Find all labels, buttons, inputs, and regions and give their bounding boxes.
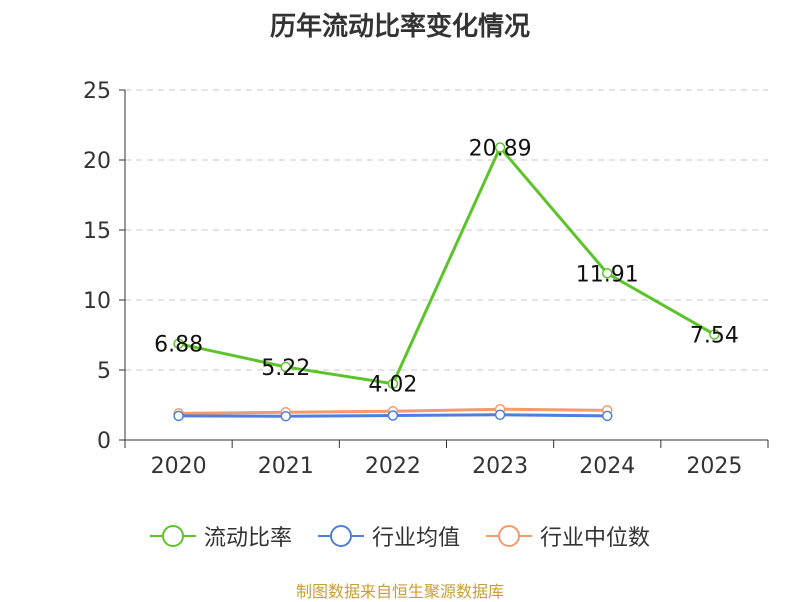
data-point-0-2021 bbox=[280, 361, 291, 373]
data-point-0-2022 bbox=[387, 378, 399, 389]
data-label-0-2022: 4.02 bbox=[368, 373, 417, 398]
data-label-0-2023: 20.89 bbox=[469, 137, 532, 162]
data-point-1-2023 bbox=[494, 409, 506, 421]
data-label-0-2025: 7.54 bbox=[690, 323, 739, 348]
legend-item-industry-median[interactable]: 行业中位数 bbox=[486, 520, 650, 552]
data-point-1-2022 bbox=[387, 410, 399, 421]
legend-label-current-ratio: 流动比率 bbox=[203, 526, 292, 551]
data-point-1-2021 bbox=[280, 410, 291, 422]
x-tick-label-2022: 2022 bbox=[365, 454, 421, 479]
x-tick-label-2025: 2025 bbox=[686, 454, 742, 479]
y-tick-label-1: 5 bbox=[97, 359, 111, 384]
x-tick-label-2020: 2020 bbox=[151, 454, 207, 479]
data-point-0-2020 bbox=[173, 338, 184, 349]
data-point-0-2025 bbox=[709, 329, 720, 340]
legend-label-industry-mean: 行业均值 bbox=[371, 526, 460, 551]
series-line-0 bbox=[178, 146, 716, 386]
legend-label-industry-median: 行业中位数 bbox=[540, 526, 651, 551]
y-tick-label-2: 10 bbox=[83, 289, 111, 314]
legend-item-industry-mean[interactable]: 行业均值 bbox=[317, 520, 460, 552]
data-source-note: 制图数据来自恒生聚源数据库 bbox=[295, 582, 504, 601]
data-label-0-2024: 11.91 bbox=[576, 262, 639, 287]
legend-marker-current-ratio bbox=[149, 524, 196, 548]
legend-circle-current-ratio bbox=[161, 525, 184, 547]
y-tick-label-4: 20 bbox=[83, 149, 111, 174]
y-tick-label-3: 15 bbox=[83, 219, 111, 244]
x-tick-label-2023: 2023 bbox=[472, 454, 528, 479]
data-label-0-2020: 6.88 bbox=[154, 333, 203, 358]
data-point-0-2024 bbox=[602, 268, 613, 279]
data-point-1-2020 bbox=[173, 410, 184, 422]
legend-marker-industry-median bbox=[486, 524, 532, 548]
x-tick-label-2021: 2021 bbox=[258, 454, 314, 479]
legend-circle-industry-median bbox=[498, 525, 520, 547]
legend-item-current-ratio[interactable]: 流动比率 bbox=[149, 520, 292, 552]
x-tick-label-2024: 2024 bbox=[579, 454, 635, 479]
data-label-0-2021: 5.22 bbox=[261, 356, 310, 381]
data-point-1-2024 bbox=[602, 410, 613, 422]
y-tick-label-5: 25 bbox=[83, 79, 111, 104]
data-point-0-2023 bbox=[494, 142, 506, 153]
y-tick-label-0: 0 bbox=[97, 429, 111, 454]
chart-title: 历年流动比率变化情况 bbox=[269, 12, 530, 42]
legend: 流动比率 行业均值 行业中位数 bbox=[0, 520, 800, 552]
legend-marker-industry-mean bbox=[317, 524, 364, 548]
legend-circle-industry-mean bbox=[329, 525, 352, 547]
